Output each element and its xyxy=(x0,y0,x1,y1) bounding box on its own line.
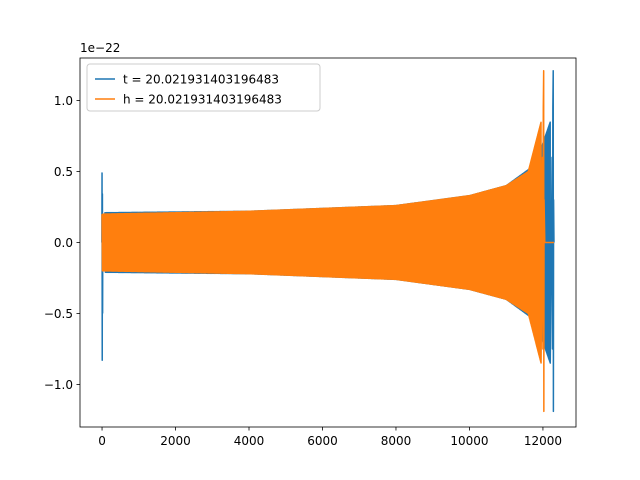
x-tick-label: 2000 xyxy=(160,434,191,448)
x-tick-label: 4000 xyxy=(234,434,265,448)
y-tick-label: 0.5 xyxy=(54,165,73,179)
legend-label-1: t = 20.021931403196483 xyxy=(123,73,279,87)
legend: t = 20.021931403196483 h = 20.02193140319… xyxy=(86,63,321,112)
x-tick-label: 8000 xyxy=(381,434,412,448)
legend-box xyxy=(86,63,321,112)
y-offset-label: 1e−22 xyxy=(80,41,120,55)
plot-area xyxy=(101,70,555,413)
y-tick-label: 1.0 xyxy=(54,94,73,108)
x-tick-label: 6000 xyxy=(307,434,338,448)
x-axis: 0 2000 4000 6000 8000 10000 12000 xyxy=(98,427,562,448)
y-axis: −1.0 −0.5 0.0 0.5 1.0 xyxy=(44,94,80,392)
x-tick-label: 0 xyxy=(98,434,106,448)
y-tick-label: −1.0 xyxy=(44,378,73,392)
y-tick-label: −0.5 xyxy=(44,307,73,321)
x-tick-label: 10000 xyxy=(450,434,488,448)
legend-label-2: h = 20.021931403196483 xyxy=(123,93,282,107)
x-tick-label: 12000 xyxy=(524,434,562,448)
series-line-2 xyxy=(101,70,554,413)
y-tick-label: 0.0 xyxy=(54,236,73,250)
